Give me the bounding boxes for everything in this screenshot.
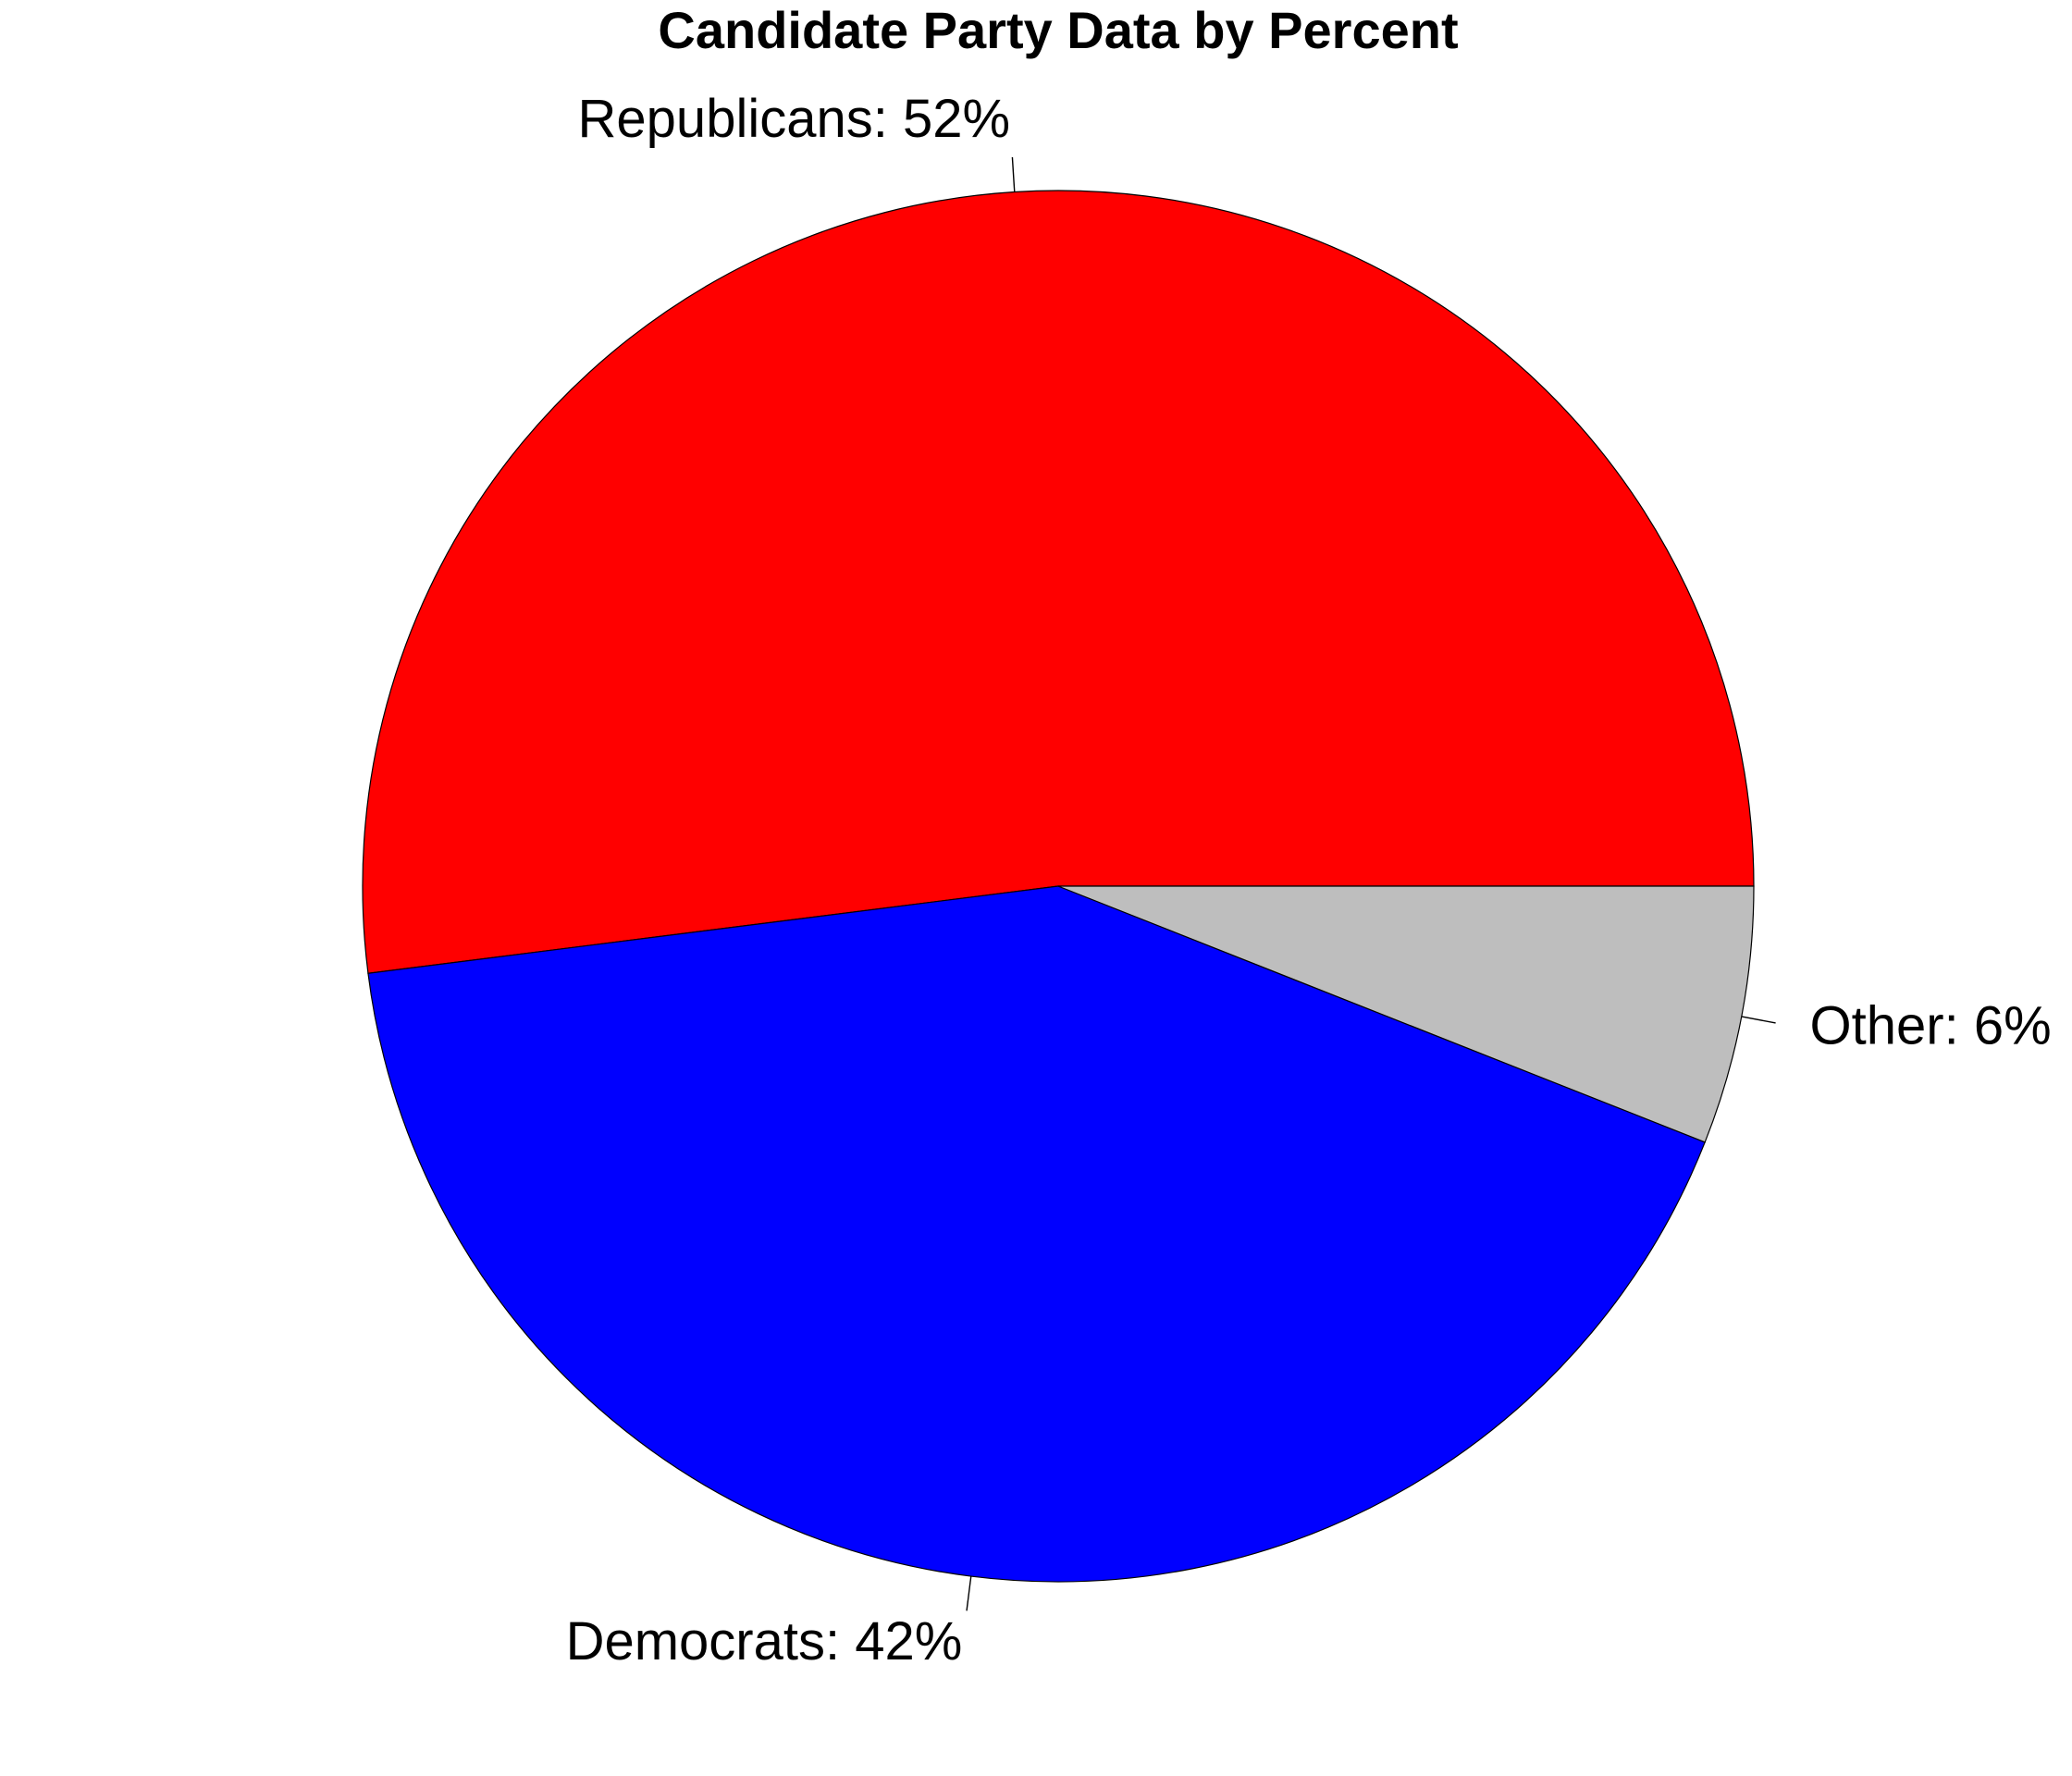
pie-slice-republicans xyxy=(362,190,1755,974)
leader-line-republicans xyxy=(1011,156,1016,192)
pie-slices xyxy=(362,190,1755,1583)
leader-line-democrats xyxy=(966,1575,972,1611)
chart-title: Candidate Party Data by Percent xyxy=(658,1,1458,59)
pie-slice-democrats xyxy=(367,885,1706,1583)
slice-label-republicans: Republicans: 52% xyxy=(578,89,1011,149)
pie-slice-other xyxy=(1057,885,1755,1143)
pie-labels: Republicans: 52% Democrats: 42% Other: 6% xyxy=(566,89,2052,1671)
leader-line-other xyxy=(1741,1016,1776,1024)
slice-label-other: Other: 6% xyxy=(1810,995,2052,1055)
slice-label-democrats: Democrats: 42% xyxy=(566,1611,963,1671)
